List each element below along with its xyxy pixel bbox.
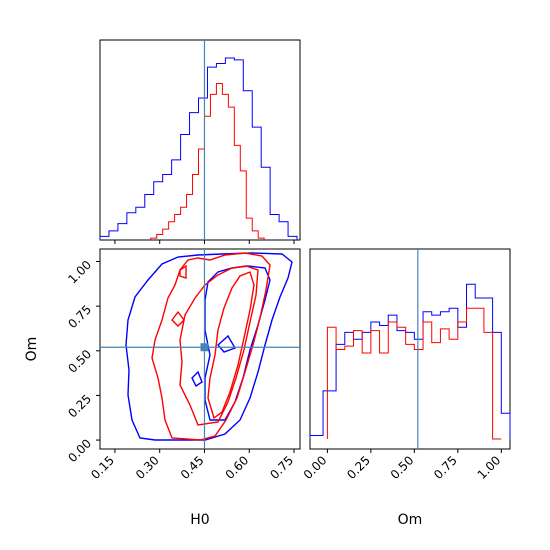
om-tick-label: 0.00	[301, 453, 330, 482]
om-tick-label: 0.50	[388, 453, 417, 482]
blue-contour-outer	[125, 252, 293, 441]
om-y-axis-label: Om	[24, 337, 40, 362]
red-contour-mid	[179, 265, 259, 426]
blue-contour-blob	[191, 370, 203, 388]
om-y-tick-label: 0.00	[65, 436, 94, 465]
h0-om-contour-panel	[99, 248, 301, 450]
h0-om-contours	[125, 252, 293, 441]
red-contour-outer	[151, 252, 271, 441]
om-y-tick-label: 1.00	[65, 258, 94, 287]
om-histogram-red	[326, 307, 502, 440]
h0-histogram	[99, 57, 298, 240]
om-tick-label: 0.75	[431, 453, 460, 482]
h0-tick-label: 0.60	[223, 453, 252, 482]
h0-axis-label: H0	[190, 512, 209, 528]
truth-marker	[200, 343, 209, 352]
om-histogram-panel	[309, 248, 511, 450]
om-axis-label: Om	[398, 512, 423, 528]
h0-tick-label: 0.75	[267, 453, 296, 482]
red-contour-blob	[171, 310, 185, 327]
om-y-tick-label: 0.25	[65, 392, 94, 421]
h0-tick-label: 0.45	[178, 453, 207, 482]
om-y-tick-label: 0.50	[65, 347, 94, 376]
blue-contour-blob-2	[217, 334, 237, 353]
h0-histogram-panel	[99, 39, 301, 241]
om-tick-label: 0.25	[344, 453, 373, 482]
om-tick-label: 1.00	[475, 453, 504, 482]
truth-lines	[100, 40, 419, 449]
om-histogram-blue	[309, 283, 511, 439]
h0-histogram-blue	[99, 57, 298, 240]
h0-tick-label: 0.15	[88, 453, 117, 482]
om-histogram	[309, 283, 511, 440]
h0-histogram-red	[150, 82, 265, 240]
axis-ticks: 0.15 0.30 0.45 0.60 0.750.000.000.250.250.50…	[65, 240, 503, 482]
om-y-tick-label: 0.75	[65, 302, 94, 331]
h0-tick-label: 0.30	[133, 453, 162, 482]
red-contour-inner	[207, 271, 255, 420]
red-contour-blob-2	[179, 264, 187, 279]
